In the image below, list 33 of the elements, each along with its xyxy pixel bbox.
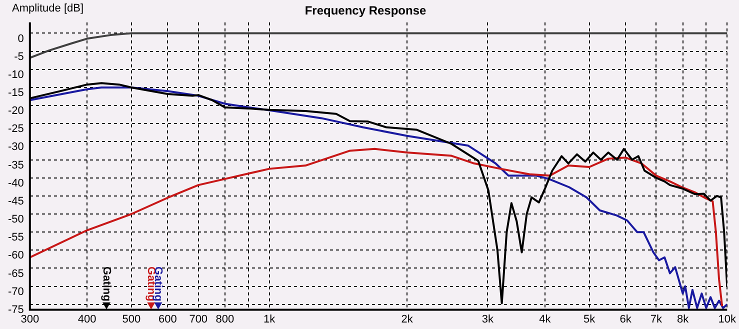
x-tick-label: 8k (676, 313, 690, 326)
x-tick-label: 400 (78, 313, 96, 326)
y-tick-label: -35 (8, 159, 24, 172)
y-tick-label: 0 (18, 32, 24, 45)
y-tick-label: -50 (8, 214, 24, 226)
x-tick-label: 3k (482, 313, 494, 326)
x-tick-label: 5k (583, 313, 596, 326)
y-tick-label: -75 (8, 304, 24, 316)
y-tick-label: -60 (8, 250, 24, 262)
y-tick-label: -15 (8, 87, 24, 100)
x-tick-label: 7k (650, 313, 663, 326)
x-tick-label: 600 (158, 313, 177, 326)
y-tick-label: -70 (8, 286, 24, 298)
y-tick-label: -5 (14, 50, 24, 63)
x-tick-label: 700 (189, 313, 208, 326)
y-axis-title: Amplitude [dB] (12, 2, 84, 15)
y-tick-label: -40 (8, 177, 24, 190)
x-tick-label: 2k (401, 313, 414, 326)
y-tick-label: -55 (8, 232, 24, 244)
y-tick-label: -20 (8, 105, 24, 118)
y-tick-label: -10 (8, 68, 24, 81)
y-tick-label: -30 (8, 141, 24, 154)
y-tick-label: -65 (8, 268, 24, 280)
x-tick-label: 1k (263, 313, 276, 326)
x-tick-label: 6k (620, 313, 632, 326)
x-tick-label: 10k (718, 313, 736, 326)
x-tick-label: 4k (539, 313, 552, 326)
x-tick-label: 500 (122, 313, 141, 326)
x-tick-label: 800 (216, 313, 234, 326)
y-tick-label: -25 (8, 123, 24, 136)
x-tick-label: 300 (20, 313, 40, 326)
chart-title: Frequency Response (304, 4, 427, 18)
y-tick-label: -45 (8, 195, 24, 208)
